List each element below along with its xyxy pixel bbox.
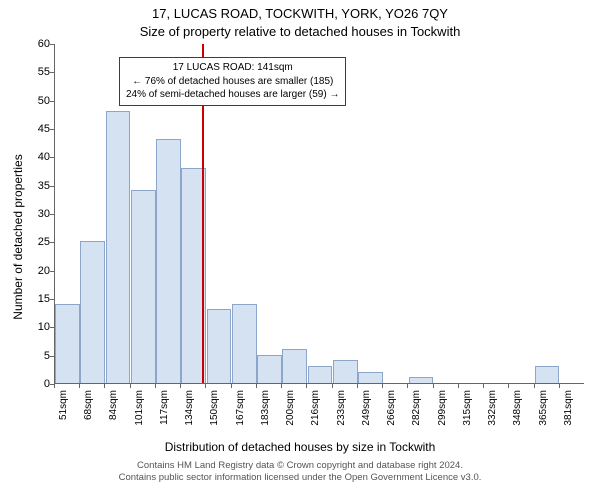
y-tick-mark (50, 356, 54, 357)
x-tick-mark (508, 384, 509, 388)
x-tick-label: 68sqm (83, 390, 94, 430)
x-tick-label: 348sqm (512, 390, 523, 430)
y-tick-mark (50, 327, 54, 328)
x-tick-label: 134sqm (184, 390, 195, 430)
y-tick-label: 30 (24, 208, 50, 220)
x-tick-mark (357, 384, 358, 388)
x-tick-mark (54, 384, 55, 388)
histogram-bar (106, 111, 131, 383)
histogram-bar (257, 355, 282, 383)
x-tick-label: 51sqm (58, 390, 69, 430)
histogram-bar (535, 366, 560, 383)
x-tick-mark (155, 384, 156, 388)
x-tick-label: 299sqm (437, 390, 448, 430)
y-tick-label: 55 (24, 66, 50, 78)
y-tick-mark (50, 157, 54, 158)
x-tick-label: 381sqm (563, 390, 574, 430)
x-tick-mark (205, 384, 206, 388)
x-tick-label: 266sqm (386, 390, 397, 430)
y-tick-label: 45 (24, 123, 50, 135)
y-tick-mark (50, 44, 54, 45)
histogram-bar (409, 377, 434, 383)
footer-attribution: Contains HM Land Registry data © Crown c… (0, 460, 600, 485)
x-tick-label: 101sqm (134, 390, 145, 430)
x-tick-mark (458, 384, 459, 388)
x-tick-mark (534, 384, 535, 388)
y-tick-label: 5 (24, 350, 50, 362)
x-tick-mark (180, 384, 181, 388)
x-tick-label: 249sqm (361, 390, 372, 430)
x-tick-label: 282sqm (411, 390, 422, 430)
x-tick-mark (559, 384, 560, 388)
y-tick-mark (50, 271, 54, 272)
x-tick-label: 233sqm (336, 390, 347, 430)
y-tick-mark (50, 186, 54, 187)
y-tick-mark (50, 214, 54, 215)
x-tick-label: 332sqm (487, 390, 498, 430)
x-tick-label: 315sqm (462, 390, 473, 430)
y-tick-label: 50 (24, 95, 50, 107)
y-tick-mark (50, 72, 54, 73)
x-tick-label: 117sqm (159, 390, 170, 430)
x-axis-label: Distribution of detached houses by size … (0, 440, 600, 454)
histogram-bar (131, 190, 156, 383)
y-tick-mark (50, 299, 54, 300)
x-tick-mark (256, 384, 257, 388)
y-tick-label: 20 (24, 265, 50, 277)
x-tick-mark (332, 384, 333, 388)
x-tick-mark (407, 384, 408, 388)
x-tick-label: 84sqm (108, 390, 119, 430)
histogram-bar (282, 349, 307, 383)
y-tick-label: 10 (24, 321, 50, 333)
x-tick-mark (281, 384, 282, 388)
x-tick-mark (483, 384, 484, 388)
x-tick-mark (382, 384, 383, 388)
chart-plot-area: 17 LUCAS ROAD: 141sqm← 76% of detached h… (54, 44, 584, 384)
x-tick-mark (104, 384, 105, 388)
x-tick-mark (306, 384, 307, 388)
y-tick-mark (50, 101, 54, 102)
histogram-bar (156, 139, 181, 383)
x-tick-mark (130, 384, 131, 388)
y-tick-label: 25 (24, 236, 50, 248)
y-tick-mark (50, 129, 54, 130)
histogram-bar (55, 304, 80, 383)
annotation-line: 17 LUCAS ROAD: 141sqm (126, 61, 339, 75)
y-tick-label: 0 (24, 378, 50, 390)
y-tick-label: 40 (24, 151, 50, 163)
x-tick-label: 200sqm (285, 390, 296, 430)
y-tick-label: 60 (24, 38, 50, 50)
histogram-bar (308, 366, 333, 383)
x-tick-mark (79, 384, 80, 388)
footer-line-1: Contains HM Land Registry data © Crown c… (0, 460, 600, 472)
x-tick-mark (433, 384, 434, 388)
histogram-bar (207, 309, 232, 383)
histogram-bar (333, 360, 358, 383)
x-tick-mark (231, 384, 232, 388)
y-tick-mark (50, 242, 54, 243)
chart-title-address: 17, LUCAS ROAD, TOCKWITH, YORK, YO26 7QY (0, 6, 600, 21)
histogram-bar (358, 372, 383, 383)
x-tick-label: 183sqm (260, 390, 271, 430)
annotation-box: 17 LUCAS ROAD: 141sqm← 76% of detached h… (119, 57, 346, 106)
x-tick-label: 365sqm (538, 390, 549, 430)
histogram-bar (80, 241, 105, 383)
x-tick-label: 216sqm (310, 390, 321, 430)
annotation-line: ← 76% of detached houses are smaller (18… (126, 75, 339, 89)
annotation-line: 24% of semi-detached houses are larger (… (126, 88, 339, 102)
x-tick-label: 150sqm (209, 390, 220, 430)
y-tick-label: 35 (24, 180, 50, 192)
footer-line-2: Contains public sector information licen… (0, 472, 600, 484)
y-axis-label: Number of detached properties (11, 137, 25, 337)
x-tick-label: 167sqm (235, 390, 246, 430)
chart-title-desc: Size of property relative to detached ho… (0, 24, 600, 39)
histogram-bar (232, 304, 257, 383)
y-tick-label: 15 (24, 293, 50, 305)
